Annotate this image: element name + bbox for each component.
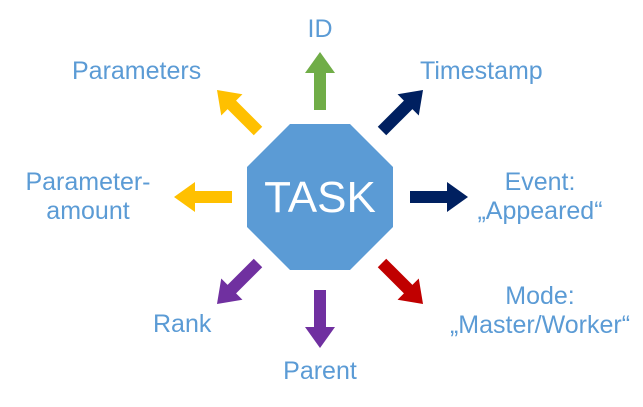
event-label-line-1: Event: [504, 168, 576, 196]
id-label: ID [307, 15, 333, 43]
task-octagon [247, 124, 393, 270]
mode-arrow [377, 258, 424, 305]
parameters-arrow [216, 89, 263, 136]
parent-arrow [305, 290, 335, 348]
rank-label: Rank [153, 310, 212, 338]
event-arrow [410, 182, 468, 212]
event-label: Event: „Appeared“ [440, 168, 640, 226]
parameter-amount-label-line-2: amount [46, 197, 130, 225]
mode-label-line-2: „Master/Worker“ [449, 311, 631, 339]
event-label-line-2: „Appeared“ [477, 197, 603, 225]
timestamp-label: Timestamp [420, 57, 543, 85]
parameter-amount-arrow [174, 182, 232, 212]
rank-arrow [216, 258, 263, 305]
mode-label-line-1: Mode: [505, 282, 575, 310]
task-label: TASK [264, 173, 376, 222]
parameter-amount-label: Parameter- amount [8, 168, 168, 226]
timestamp-arrow [377, 89, 424, 136]
parent-label: Parent [283, 357, 357, 385]
mode-label: Mode: „Master/Worker“ [440, 282, 640, 340]
parameters-label: Parameters [72, 57, 202, 85]
id-arrow [305, 52, 335, 110]
parameter-amount-label-line-1: Parameter- [25, 168, 151, 196]
